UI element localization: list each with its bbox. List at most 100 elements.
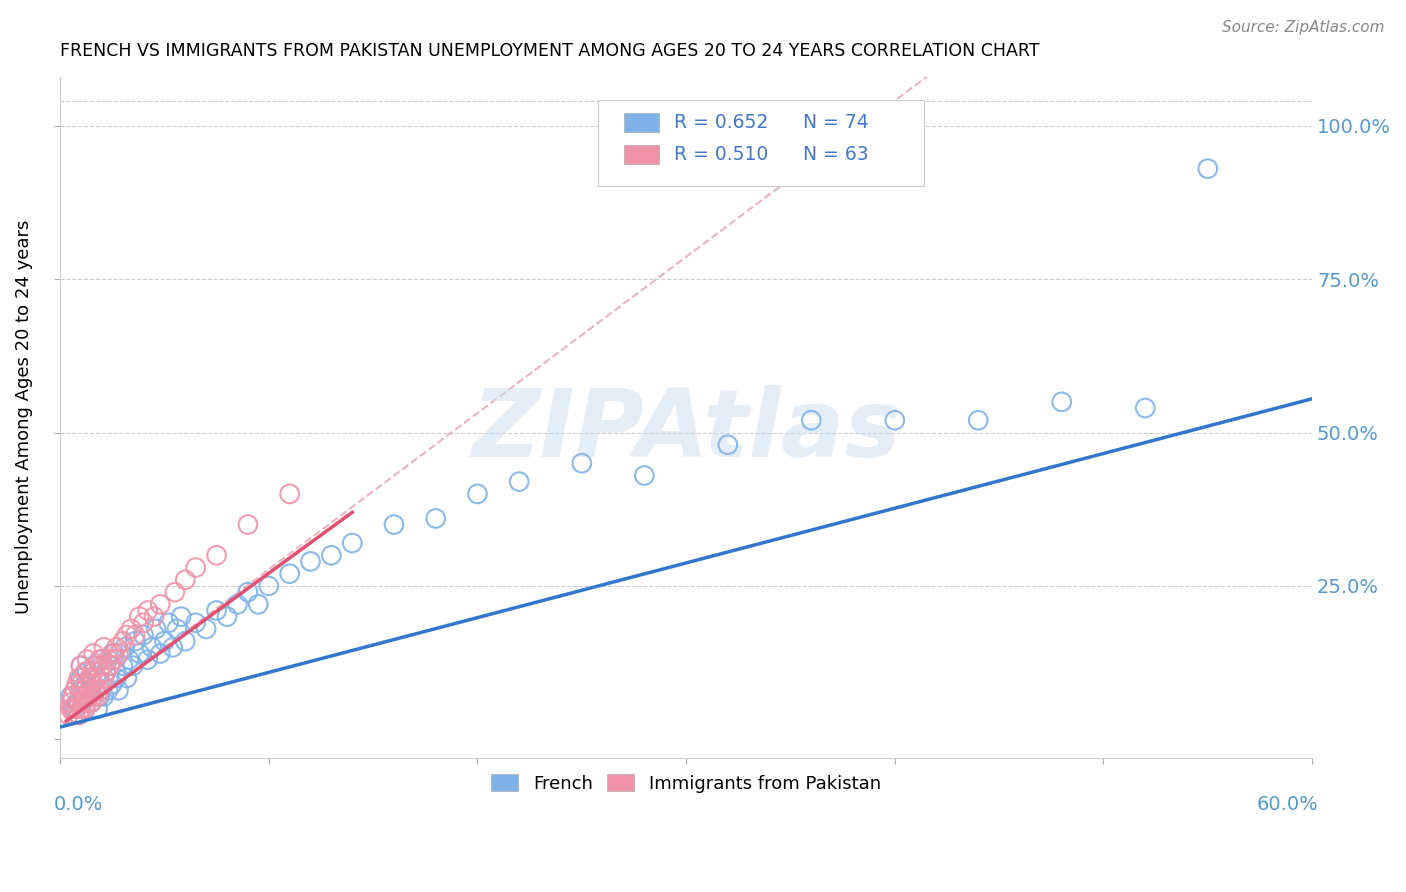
Point [132,615,155,630]
Text: R = 0.652: R = 0.652 [673,113,768,132]
Point [80,696,103,710]
Point [105,671,128,685]
FancyBboxPatch shape [599,101,924,186]
Point [195,622,218,636]
Point [80,696,103,710]
Y-axis label: Unemployment Among Ages 20 to 24 years: Unemployment Among Ages 20 to 24 years [15,220,32,615]
Point [76,652,98,666]
Point [72,690,94,704]
Point [1050,395,1073,409]
Point [382,517,405,532]
Point [70,701,93,715]
Point [67,696,90,710]
Text: ZIPAtlas: ZIPAtlas [471,384,901,477]
Point [89,683,111,698]
Point [76,665,98,679]
Point [75,677,97,691]
Point [79,690,101,704]
Point [70,677,93,691]
Point [205,603,228,617]
Point [101,647,124,661]
Point [107,647,129,661]
Point [89,652,111,666]
Point [82,647,104,661]
Point [508,475,530,489]
Point [66,701,89,715]
Point [82,690,104,704]
Point [98,658,121,673]
Point [257,579,280,593]
Point [90,677,112,691]
Point [70,658,93,673]
Point [299,554,322,568]
Point [717,438,740,452]
Point [149,647,172,661]
Point [82,690,104,704]
Point [70,658,93,673]
Point [84,658,107,673]
Point [76,696,98,710]
Point [162,640,184,655]
Point [72,696,94,710]
Point [63,683,86,698]
Point [883,413,905,427]
Point [82,665,104,679]
Point [59,690,82,704]
Point [153,634,176,648]
Point [75,701,97,715]
Point [174,634,197,648]
Bar [623,113,658,132]
Legend: French, Immigrants from Pakistan: French, Immigrants from Pakistan [484,766,889,800]
Point [467,487,489,501]
Point [170,609,193,624]
Bar [623,145,658,164]
Point [184,615,207,630]
Point [86,690,108,704]
Point [98,658,121,673]
Point [70,671,93,685]
Point [63,707,86,722]
Point [101,677,124,691]
Point [59,701,82,715]
Point [118,652,141,666]
Point [93,640,115,655]
Point [67,707,90,722]
Point [89,690,111,704]
Point [149,598,172,612]
Point [800,413,823,427]
Point [157,615,180,630]
Point [174,573,197,587]
Text: R = 0.510: R = 0.510 [673,145,768,164]
Text: FRENCH VS IMMIGRANTS FROM PAKISTAN UNEMPLOYMENT AMONG AGES 20 TO 24 YEARS CORREL: FRENCH VS IMMIGRANTS FROM PAKISTAN UNEMP… [60,42,1039,60]
Point [145,622,167,636]
Point [136,603,159,617]
Text: N = 74: N = 74 [803,113,869,132]
Point [70,690,93,704]
Point [124,628,146,642]
Point [122,658,145,673]
Point [93,690,115,704]
Point [84,683,107,698]
Point [103,652,125,666]
Point [111,658,134,673]
Point [114,640,136,655]
Point [166,622,188,636]
Point [141,640,163,655]
Point [76,696,98,710]
Point [94,665,117,679]
Point [163,585,186,599]
Point [59,696,82,710]
Point [120,622,142,636]
Point [72,683,94,698]
Point [278,487,301,501]
Point [128,647,150,661]
Point [62,701,84,715]
Point [215,609,238,624]
Point [76,677,98,691]
Point [132,628,155,642]
Point [75,690,97,704]
Point [425,511,447,525]
Point [236,585,259,599]
Point [115,628,138,642]
Point [75,665,97,679]
